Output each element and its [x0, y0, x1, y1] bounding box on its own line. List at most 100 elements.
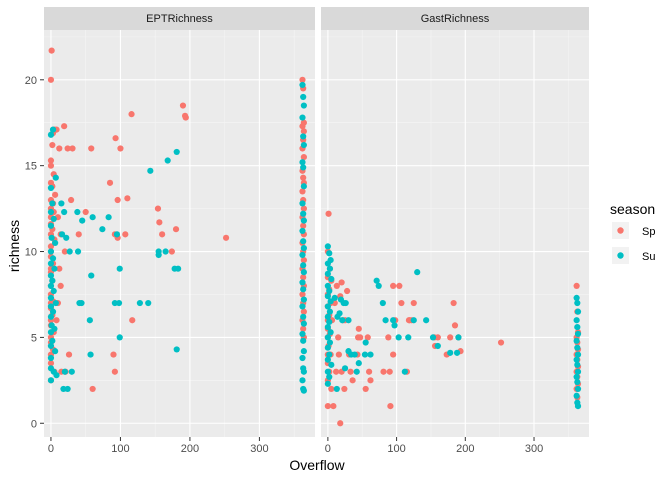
data-point: [114, 196, 121, 204]
data-point: [395, 334, 402, 341]
data-point: [75, 231, 82, 238]
data-point: [61, 248, 68, 255]
data-point: [337, 420, 344, 427]
x-axis-title: Overflow: [289, 457, 345, 473]
data-point: [324, 282, 331, 289]
x-tick-label: 100: [111, 443, 129, 455]
data-point: [300, 128, 307, 135]
data-point: [574, 368, 582, 375]
data-point: [361, 351, 369, 358]
data-point: [326, 351, 333, 358]
data-point: [375, 282, 382, 289]
data-point: [110, 351, 117, 358]
data-point: [351, 351, 358, 358]
data-point: [367, 351, 374, 358]
data-point: [116, 334, 123, 341]
data-point: [347, 368, 354, 375]
data-point: [300, 93, 307, 101]
y-axis-title: richness: [6, 220, 22, 272]
data-point: [49, 337, 56, 344]
data-point: [49, 277, 56, 284]
data-point: [173, 148, 180, 156]
data-point: [410, 299, 417, 307]
data-point: [398, 299, 405, 307]
data-point: [355, 360, 362, 367]
series-su: [47, 81, 307, 394]
data-point: [48, 234, 55, 241]
data-point: [342, 299, 349, 307]
data-point: [300, 387, 307, 394]
data-point: [56, 145, 63, 152]
facet-strip: [321, 7, 589, 30]
data-point: [335, 351, 342, 358]
x-tick-label: 0: [48, 443, 54, 455]
data-point: [300, 348, 307, 355]
data-point: [414, 269, 421, 276]
data-point: [52, 348, 59, 355]
data-point: [574, 344, 581, 351]
data-point: [48, 47, 55, 54]
data-point: [300, 222, 307, 229]
data-point: [299, 354, 306, 362]
data-point: [434, 342, 441, 350]
data-point: [69, 145, 76, 152]
data-point: [324, 243, 331, 250]
data-point: [328, 275, 335, 283]
data-point: [300, 174, 307, 181]
data-point: [47, 248, 55, 255]
data-point: [326, 373, 333, 380]
data-point: [99, 226, 106, 233]
data-point: [382, 317, 389, 324]
data-point: [47, 184, 55, 192]
data-point: [89, 385, 96, 393]
data-point: [355, 325, 362, 332]
y-tick-label: 5: [31, 332, 37, 344]
data-point: [573, 294, 580, 301]
data-point: [47, 131, 55, 138]
data-point: [324, 380, 331, 387]
data-point: [111, 368, 118, 375]
data-point: [300, 368, 307, 375]
data-point: [47, 282, 55, 289]
data-point: [299, 159, 306, 166]
data-point: [300, 274, 307, 281]
data-point: [155, 251, 162, 259]
data-point: [325, 210, 332, 217]
data-point: [362, 385, 369, 393]
legend: season Sp Su: [610, 201, 655, 264]
data-point: [324, 293, 331, 300]
data-point: [47, 313, 55, 320]
data-point: [300, 238, 307, 245]
data-point: [423, 317, 430, 324]
data-point: [299, 200, 306, 207]
data-point: [333, 385, 340, 393]
data-point: [497, 339, 505, 346]
data-point: [117, 145, 124, 152]
data-point: [52, 239, 59, 247]
data-point: [49, 200, 56, 207]
data-point: [172, 226, 180, 233]
data-point: [58, 231, 66, 238]
data-point: [390, 282, 397, 289]
x-tick-label: 200: [181, 443, 199, 455]
x-tick-label: 200: [456, 443, 474, 455]
y-tick-label: 20: [25, 75, 37, 87]
data-point: [299, 81, 306, 89]
data-point: [324, 368, 331, 375]
data-point: [391, 322, 398, 329]
data-point: [324, 323, 331, 331]
data-point: [299, 377, 306, 384]
data-point: [574, 323, 581, 331]
panel-background: [44, 30, 315, 437]
data-point: [88, 272, 95, 279]
data-point: [299, 123, 306, 130]
data-point: [128, 111, 135, 118]
data-point: [86, 317, 93, 324]
data-point: [182, 114, 189, 121]
data-point: [574, 385, 582, 393]
data-point: [574, 351, 582, 358]
data-point: [52, 191, 59, 198]
data-point: [47, 208, 55, 216]
data-point: [168, 248, 175, 255]
data-point: [175, 265, 182, 272]
